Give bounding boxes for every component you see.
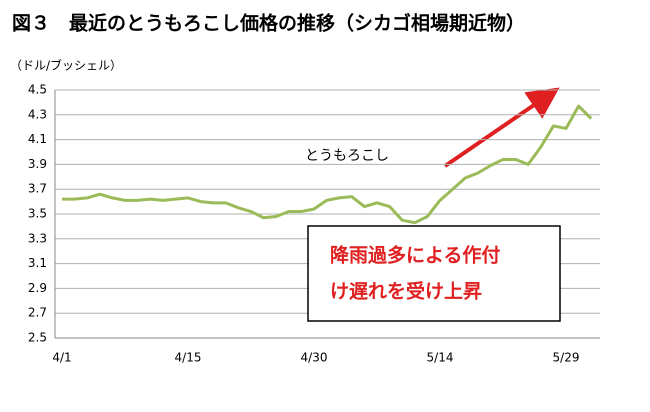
x-tick-label: 5/14: [427, 351, 454, 365]
chart-title: 図３ 最近のとうもろこし価格の推移（シカゴ相場期近物）: [12, 12, 525, 35]
x-tick-label: 4/1: [52, 351, 71, 365]
y-tick-label: 3.7: [28, 182, 47, 196]
y-tick-label: 4.3: [28, 107, 47, 121]
x-tick-label: 4/30: [301, 351, 328, 365]
annotation-text: 降雨過多による作付: [330, 244, 500, 267]
trend-arrow: [443, 87, 560, 168]
annotation-text: け遅れを受け上昇: [330, 280, 482, 303]
y-tick-label: 2.7: [28, 306, 47, 320]
y-tick-label: 4.1: [28, 132, 47, 146]
y-axis-label: （ドル/ブッシェル）: [10, 58, 122, 73]
y-tick-label: 2.5: [28, 331, 47, 345]
y-tick-label: 4.5: [28, 83, 47, 97]
y-tick-label: 3.9: [28, 157, 47, 171]
series-line: [62, 104, 593, 225]
y-tick-label: 3.3: [28, 231, 47, 245]
series-label: とうもろこし: [305, 148, 389, 164]
x-tick-label: 4/15: [175, 351, 202, 365]
annotation-box: [307, 225, 561, 322]
x-tick-label: 5/29: [553, 351, 580, 365]
y-tick-label: 2.9: [28, 281, 47, 295]
y-tick-label: 3.1: [28, 256, 47, 270]
y-tick-label: 3.5: [28, 207, 47, 221]
